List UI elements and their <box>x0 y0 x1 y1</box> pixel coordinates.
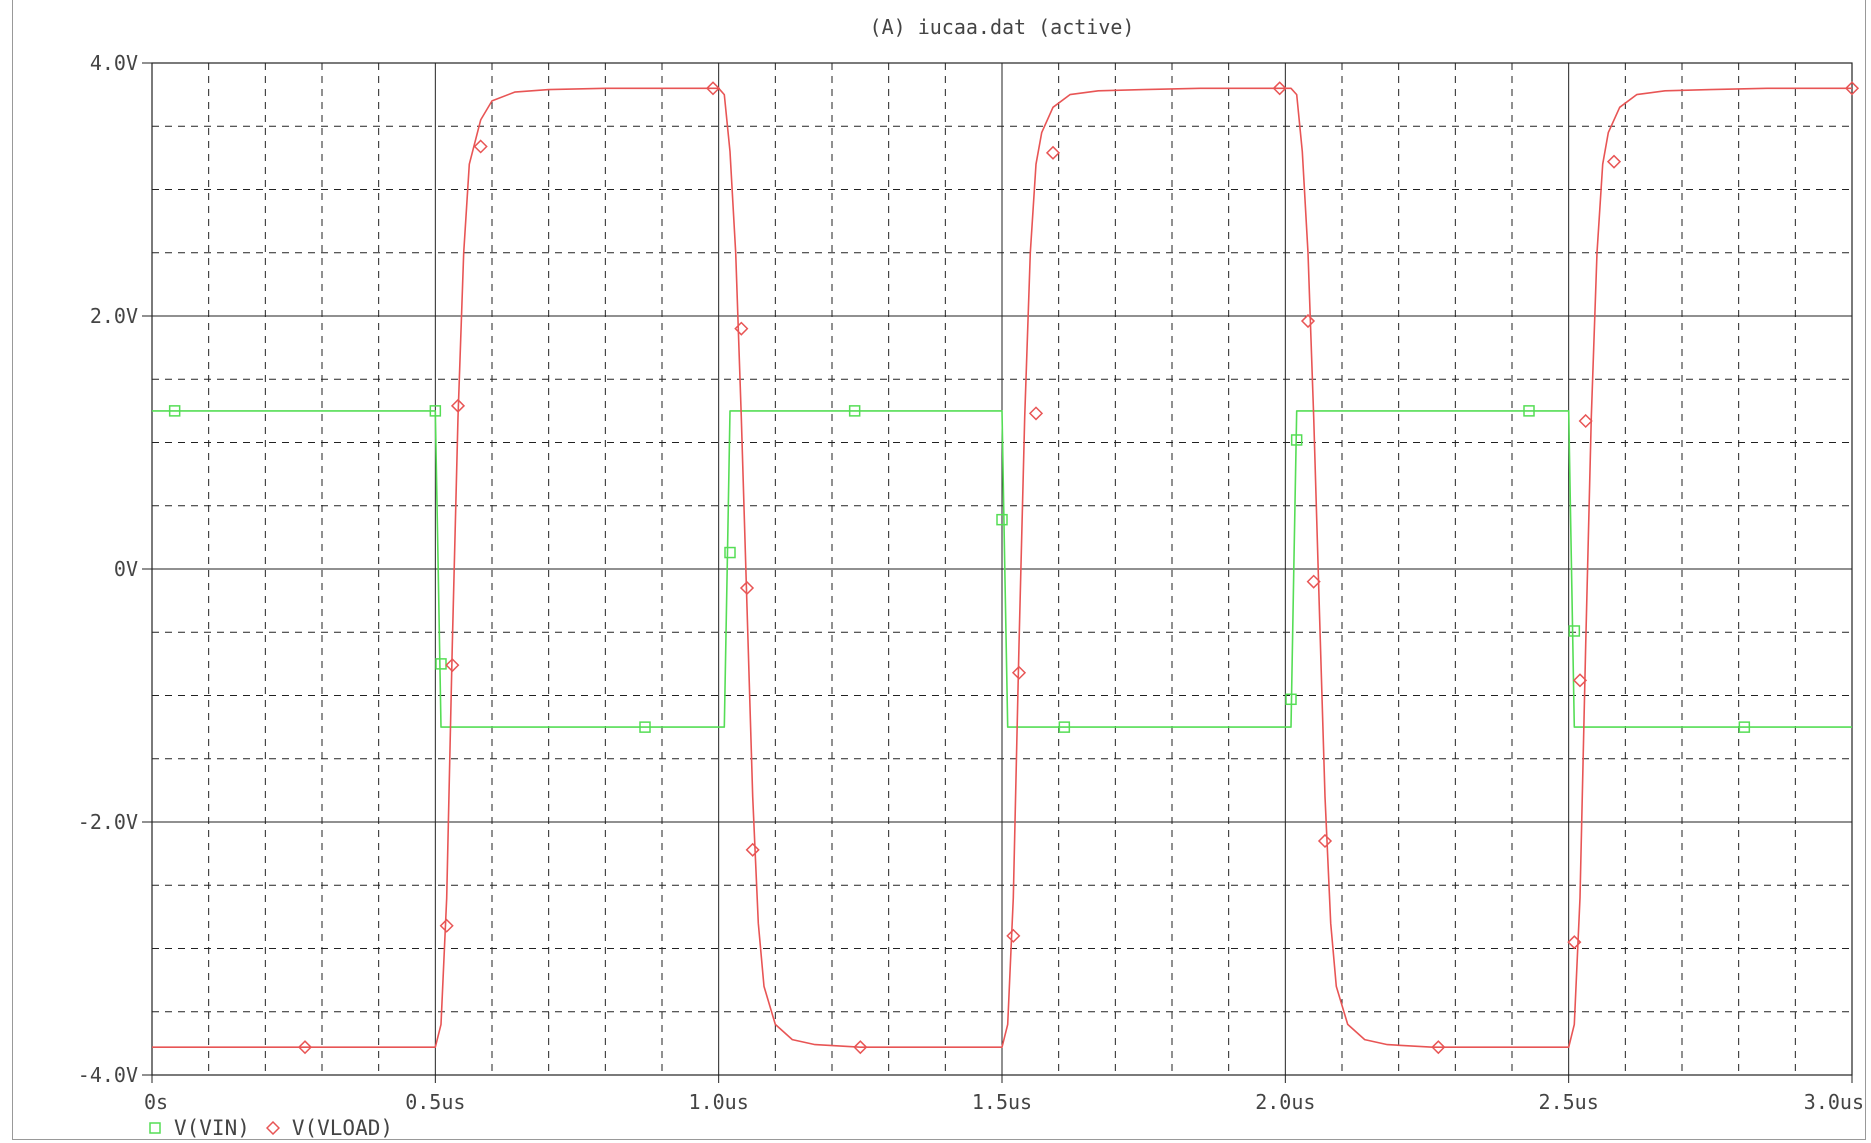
series-group <box>152 87 1852 1048</box>
y-tick-label: -2.0V <box>78 810 138 834</box>
data-point-vin <box>435 658 447 670</box>
data-point-vload <box>1431 1040 1446 1055</box>
x-tick-label: 1.0us <box>689 1090 749 1114</box>
data-point-vload <box>1606 154 1622 169</box>
data-point-vload <box>853 1040 868 1055</box>
data-point-vload <box>739 580 755 596</box>
data-point-vload <box>473 139 488 154</box>
x-tick-label: 1.5us <box>972 1090 1032 1114</box>
data-point-vload <box>450 398 466 413</box>
markers-group <box>168 81 1860 1055</box>
diamond-marker-icon <box>265 1121 280 1135</box>
x-tick-label: 0s <box>144 1090 168 1114</box>
data-point-vload <box>734 321 749 336</box>
data-point-vload <box>1578 413 1593 429</box>
legend: V(VIN) V(VLOAD) <box>148 1116 409 1140</box>
data-point-vin <box>848 405 861 417</box>
y-tick-label: -4.0V <box>78 1063 138 1087</box>
legend-item-vload[interactable]: V(VLOAD) <box>265 1116 394 1140</box>
legend-label-vin: V(VIN) <box>174 1116 250 1140</box>
data-point-vload <box>705 81 721 96</box>
legend-item-vin[interactable]: V(VIN) <box>148 1116 250 1140</box>
data-point-vload <box>1567 935 1582 950</box>
data-point-vload <box>745 842 760 857</box>
data-point-vload <box>1006 928 1021 943</box>
data-point-vload <box>1306 574 1321 589</box>
y-tick-label: 0V <box>114 557 138 581</box>
data-point-vload <box>439 918 454 933</box>
series-line-vin <box>152 410 1852 728</box>
data-point-vload <box>1317 833 1333 849</box>
data-point-vin <box>429 405 442 417</box>
x-tick-label: 2.0us <box>1255 1090 1315 1114</box>
data-point-vload <box>445 658 460 673</box>
plot-frame <box>12 0 1866 1140</box>
legend-label-vload: V(VLOAD) <box>291 1116 394 1140</box>
data-point-vin <box>1738 721 1751 733</box>
grid <box>151 62 1853 1076</box>
chart-title: (A) iucaa.dat (active) <box>870 15 1135 39</box>
series-line-vload <box>152 87 1852 1048</box>
data-point-vin <box>996 513 1008 526</box>
data-point-vload <box>1028 406 1044 421</box>
data-point-vload <box>1272 81 1287 96</box>
data-point-vload <box>1844 81 1860 96</box>
data-point-vin <box>639 721 651 733</box>
data-point-vload <box>1011 665 1027 680</box>
data-point-vin <box>1290 434 1303 446</box>
data-point-vin <box>1568 625 1581 637</box>
y-tick-label: 2.0V <box>90 304 138 328</box>
data-point-vload <box>1045 145 1061 160</box>
y-tick-label: 4.0V <box>90 51 138 75</box>
data-point-vload <box>1300 313 1316 329</box>
data-point-vin <box>724 546 736 559</box>
data-point-vload <box>1572 673 1588 688</box>
data-point-vload <box>297 1040 313 1055</box>
x-tick-label: 3.0us <box>1804 1090 1864 1114</box>
data-point-vin <box>1285 693 1297 706</box>
data-point-vin <box>168 405 181 417</box>
x-tick-label: 2.5us <box>1539 1090 1599 1114</box>
data-point-vin <box>1523 405 1535 417</box>
data-point-vin <box>1058 721 1071 733</box>
x-tick-label: 0.5us <box>405 1090 465 1114</box>
square-marker-icon <box>149 1122 161 1134</box>
